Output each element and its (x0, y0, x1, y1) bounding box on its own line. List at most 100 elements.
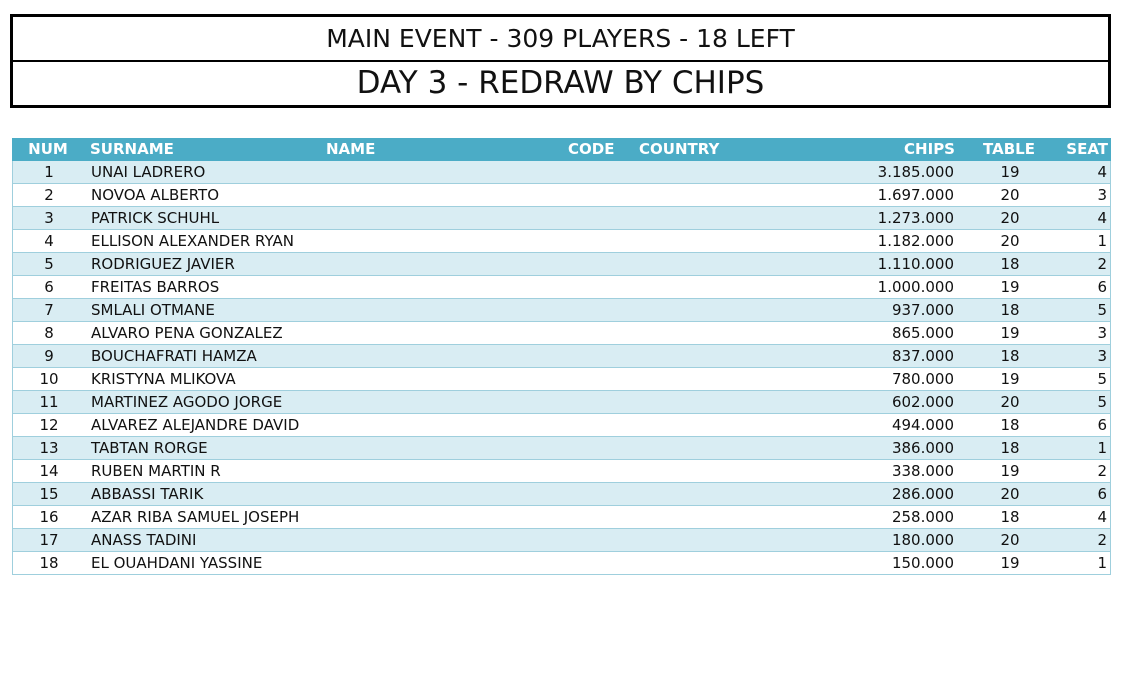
col-seat-header: SEAT (1066, 140, 1108, 158)
row-table: 19 (1000, 163, 1020, 181)
row-num: 2 (44, 186, 54, 204)
row-player: ANASS TADINI (91, 531, 197, 549)
col-surname-header: SURNAME (90, 140, 174, 158)
row-player: EL OUAHDANI YASSINE (91, 554, 263, 572)
row-player: AZAR RIBA SAMUEL JOSEPH (91, 508, 300, 526)
row-player: ALVARO PENA GONZALEZ (91, 324, 283, 342)
table-row: 5 RODRIGUEZ JAVIER 1.110.000 18 2 (13, 253, 1110, 276)
row-num: 18 (39, 554, 59, 572)
row-table: 19 (1000, 324, 1020, 342)
row-seat: 1 (1097, 232, 1107, 250)
table-row: 10 KRISTYNA MLIKOVA 780.000 19 5 (13, 368, 1110, 391)
row-num: 12 (39, 416, 59, 434)
row-num: 7 (44, 301, 54, 319)
table-header: NUM SURNAME NAME CODE COUNTRY CHIPS TABL… (12, 138, 1111, 161)
row-table: 19 (1000, 554, 1020, 572)
event-title: MAIN EVENT - 309 PLAYERS - 18 LEFT (13, 17, 1108, 62)
table-row: 7 SMLALI OTMANE 937.000 18 5 (13, 299, 1110, 322)
row-table: 18 (1000, 439, 1020, 457)
row-chips: 258.000 (891, 508, 954, 526)
row-chips: 180.000 (891, 531, 954, 549)
row-player: RUBEN MARTIN R (91, 462, 221, 480)
row-table: 20 (1000, 531, 1020, 549)
row-table: 20 (1000, 485, 1020, 503)
table-body: 1 UNAI LADRERO 3.185.000 19 4 2 NOVOA ALBERTO 1… (12, 161, 1111, 575)
col-code-header: CODE (568, 140, 615, 158)
table-row: 14 RUBEN MARTIN R 338.000 19 2 (13, 460, 1110, 483)
table-row: 9 BOUCHAFRATI HAMZA 837.000 18 3 (13, 345, 1110, 368)
table-row: 12 ALVAREZ ALEJANDRE DAVID 494.000 18 6 (13, 414, 1110, 437)
row-seat: 6 (1097, 485, 1107, 503)
row-num: 6 (44, 278, 54, 296)
row-player: SMLALI OTMANE (91, 301, 215, 319)
row-chips: 837.000 (891, 347, 954, 365)
row-num: 10 (39, 370, 59, 388)
row-seat: 1 (1097, 554, 1107, 572)
row-chips: 780.000 (891, 370, 954, 388)
row-table: 18 (1000, 416, 1020, 434)
row-chips: 1.273.000 (877, 209, 954, 227)
table-row: 8 ALVARO PENA GONZALEZ 865.000 19 3 (13, 322, 1110, 345)
row-chips: 3.185.000 (877, 163, 954, 181)
row-seat: 4 (1097, 209, 1107, 227)
row-table: 20 (1000, 393, 1020, 411)
row-seat: 4 (1097, 163, 1107, 181)
row-table: 18 (1000, 255, 1020, 273)
redraw-table: NUM SURNAME NAME CODE COUNTRY CHIPS TABL… (12, 138, 1111, 575)
row-num: 14 (39, 462, 59, 480)
table-row: 6 FREITAS BARROS 1.000.000 19 6 (13, 276, 1110, 299)
table-row: 2 NOVOA ALBERTO 1.697.000 20 3 (13, 184, 1110, 207)
table-row: 16 AZAR RIBA SAMUEL JOSEPH 258.000 18 4 (13, 506, 1110, 529)
row-chips: 1.110.000 (877, 255, 954, 273)
col-chips-header: CHIPS (904, 140, 955, 158)
table-row: 1 UNAI LADRERO 3.185.000 19 4 (13, 161, 1110, 184)
row-chips: 386.000 (891, 439, 954, 457)
row-player: RODRIGUEZ JAVIER (91, 255, 235, 273)
row-seat: 5 (1097, 370, 1107, 388)
row-table: 19 (1000, 462, 1020, 480)
row-table: 20 (1000, 209, 1020, 227)
row-table: 18 (1000, 301, 1020, 319)
col-name-header: NAME (326, 140, 376, 158)
row-seat: 6 (1097, 416, 1107, 434)
table-row: 3 PATRICK SCHUHL 1.273.000 20 4 (13, 207, 1110, 230)
row-chips: 937.000 (891, 301, 954, 319)
table-row: 13 TABTAN RORGE 386.000 18 1 (13, 437, 1110, 460)
row-chips: 602.000 (891, 393, 954, 411)
row-num: 5 (44, 255, 54, 273)
row-player: PATRICK SCHUHL (91, 209, 220, 227)
row-seat: 5 (1097, 301, 1107, 319)
row-num: 13 (39, 439, 59, 457)
row-seat: 2 (1097, 255, 1107, 273)
table-row: 17 ANASS TADINI 180.000 20 2 (13, 529, 1110, 552)
row-chips: 1.182.000 (877, 232, 954, 250)
table-row: 11 MARTINEZ AGODO JORGE 602.000 20 5 (13, 391, 1110, 414)
row-num: 15 (39, 485, 59, 503)
row-num: 16 (39, 508, 59, 526)
row-seat: 5 (1097, 393, 1107, 411)
row-chips: 1.000.000 (877, 278, 954, 296)
row-chips: 1.697.000 (877, 186, 954, 204)
row-player: FREITAS BARROS (91, 278, 220, 296)
row-player: KRISTYNA MLIKOVA (91, 370, 236, 388)
row-chips: 286.000 (891, 485, 954, 503)
table-row: 4 ELLISON ALEXANDER RYAN 1.182.000 20 1 (13, 230, 1110, 253)
row-seat: 2 (1097, 531, 1107, 549)
row-table: 20 (1000, 186, 1020, 204)
row-chips: 865.000 (891, 324, 954, 342)
row-table: 19 (1000, 370, 1020, 388)
row-table: 18 (1000, 347, 1020, 365)
col-num-header: NUM (28, 140, 68, 158)
col-country-header: COUNTRY (639, 140, 720, 158)
row-seat: 4 (1097, 508, 1107, 526)
row-player: BOUCHAFRATI HAMZA (91, 347, 257, 365)
row-player: MARTINEZ AGODO JORGE (91, 393, 283, 411)
row-seat: 1 (1097, 439, 1107, 457)
row-num: 3 (44, 209, 54, 227)
row-table: 18 (1000, 508, 1020, 526)
row-chips: 494.000 (891, 416, 954, 434)
table-row: 15 ABBASSI TARIK 286.000 20 6 (13, 483, 1110, 506)
row-seat: 2 (1097, 462, 1107, 480)
row-num: 9 (44, 347, 54, 365)
row-table: 19 (1000, 278, 1020, 296)
